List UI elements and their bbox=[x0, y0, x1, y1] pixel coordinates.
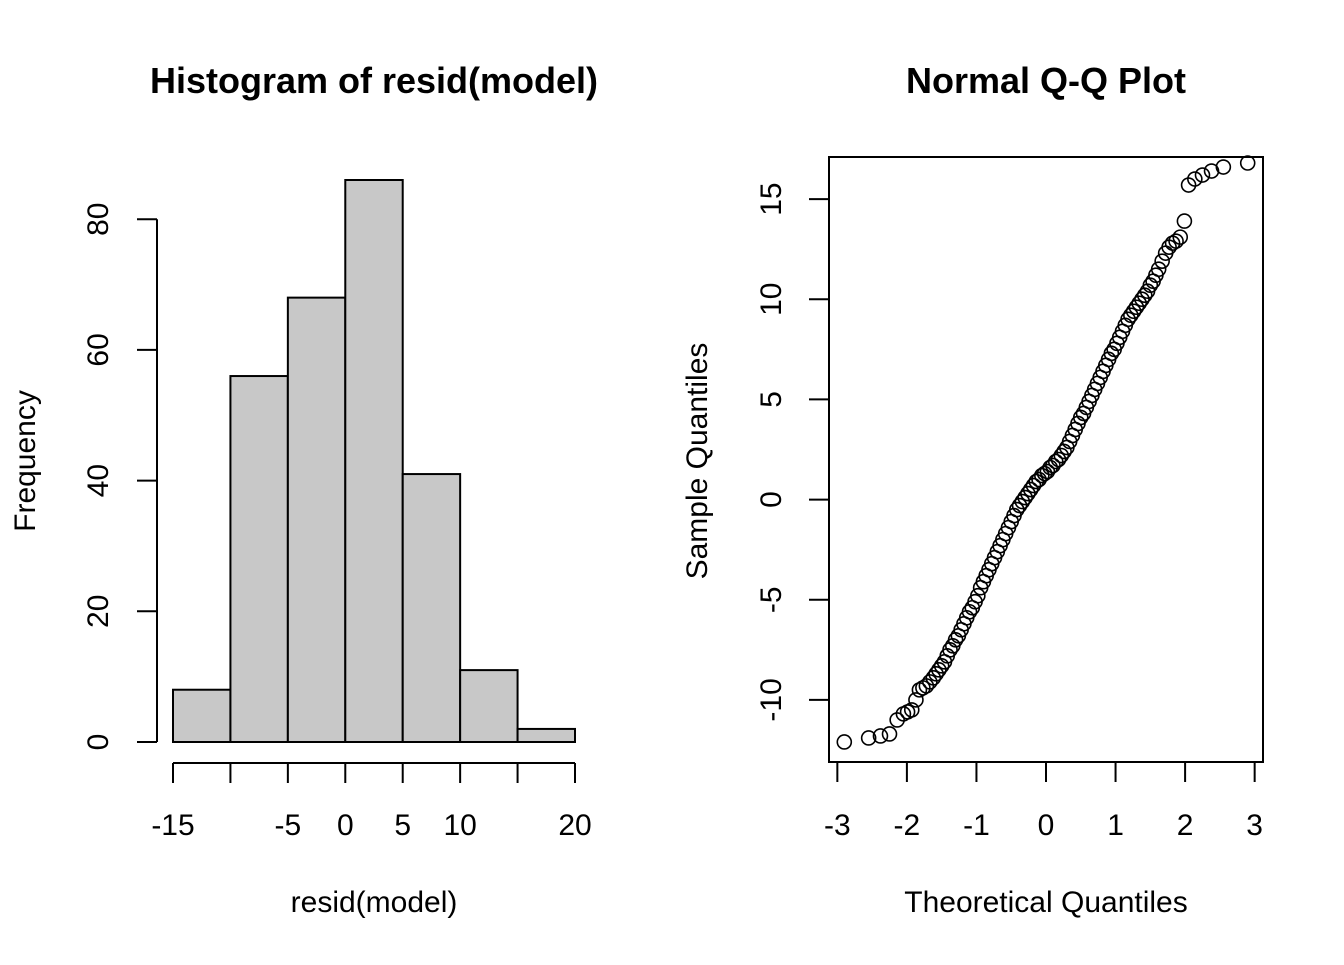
qq-point bbox=[1036, 465, 1053, 482]
qq-x-axis-label: Theoretical Quantiles bbox=[904, 886, 1187, 919]
histogram-bar-7 bbox=[516, 727, 576, 744]
qq-point bbox=[1020, 485, 1036, 502]
qq-point bbox=[903, 702, 920, 718]
histogram-x-axis-label: resid(model) bbox=[291, 886, 458, 919]
qq-point bbox=[1172, 229, 1189, 245]
qq-point bbox=[1168, 233, 1184, 249]
qq-point bbox=[1008, 501, 1025, 518]
qq-y-axis-label: Sample Quantiles bbox=[681, 343, 714, 580]
qq-point bbox=[1128, 299, 1145, 316]
qq-point bbox=[1050, 451, 1067, 468]
qq-x-tick-label: 3 bbox=[1246, 809, 1263, 842]
histogram-x-tick-label: -15 bbox=[151, 809, 194, 842]
qq-point bbox=[860, 730, 877, 746]
qq-point bbox=[1176, 213, 1193, 229]
qq-point bbox=[1039, 463, 1056, 480]
qq-point bbox=[1031, 471, 1047, 488]
qq-point bbox=[836, 734, 853, 750]
histogram-bars bbox=[172, 179, 576, 744]
qq-y-tick-label: 15 bbox=[755, 182, 788, 215]
histogram-bar-1 bbox=[172, 688, 232, 744]
qq-point bbox=[872, 728, 889, 744]
histogram-bar-3 bbox=[286, 296, 347, 743]
histogram-x-tick-label: 5 bbox=[394, 809, 411, 842]
qq-x-axis: -3 -2 -1 0 1 2 3 bbox=[824, 762, 1263, 842]
histogram-y-tick-label: 40 bbox=[82, 464, 115, 497]
qq-x-tick-label: 2 bbox=[1177, 809, 1194, 842]
qq-y-tick-label: -10 bbox=[755, 678, 788, 721]
histogram-x-axis: -15 -5 0 5 10 20 bbox=[151, 762, 592, 842]
qq-point bbox=[1131, 295, 1147, 312]
histogram-x-tick-label: -5 bbox=[275, 809, 302, 842]
qq-point bbox=[1047, 453, 1064, 470]
qq-x-tick-label: -1 bbox=[963, 809, 990, 842]
qq-y-tick-label: 10 bbox=[755, 283, 788, 316]
qq-point bbox=[970, 587, 986, 604]
histogram-y-tick-label: 0 bbox=[82, 734, 115, 751]
qq-point bbox=[1014, 493, 1031, 510]
qq-point bbox=[1150, 261, 1167, 277]
qq-y-tick-label: 0 bbox=[755, 491, 788, 508]
qq-point bbox=[1134, 291, 1150, 308]
qq-y-tick-label: -5 bbox=[755, 586, 788, 613]
qq-points bbox=[836, 155, 1256, 750]
histogram-x-tick-label: 20 bbox=[558, 809, 591, 842]
qq-point bbox=[1215, 159, 1232, 175]
qq-point bbox=[908, 692, 924, 708]
qq-point bbox=[1154, 253, 1170, 269]
qq-point bbox=[1194, 167, 1211, 183]
histogram-bar-2 bbox=[229, 375, 289, 743]
qq-point bbox=[928, 666, 944, 682]
histogram-y-tick-label: 60 bbox=[82, 333, 115, 366]
qq-point bbox=[1239, 155, 1256, 171]
qq-point bbox=[1017, 489, 1033, 506]
qq-point bbox=[1053, 447, 1070, 464]
histogram-y-tick-label: 20 bbox=[82, 595, 115, 628]
qq-point bbox=[1120, 311, 1136, 328]
histogram-bar-6 bbox=[459, 669, 519, 743]
histogram-panel: Histogram of resid(model) resid(model) F… bbox=[9, 60, 598, 919]
qq-point bbox=[931, 662, 947, 678]
qq-point bbox=[1123, 307, 1139, 324]
histogram-bar-4 bbox=[344, 179, 404, 743]
qq-point bbox=[1125, 303, 1142, 320]
qq-point bbox=[925, 670, 942, 686]
qq-point bbox=[1011, 497, 1028, 514]
histogram-y-axis: 0 20 40 60 80 bbox=[82, 203, 158, 751]
qq-x-tick-label: -2 bbox=[894, 809, 921, 842]
histogram-x-tick-label: 10 bbox=[443, 809, 476, 842]
histogram-x-tick-label: 0 bbox=[337, 809, 354, 842]
histogram-title: Histogram of resid(model) bbox=[150, 60, 598, 101]
qq-point bbox=[1028, 473, 1045, 490]
qq-point bbox=[1022, 481, 1039, 498]
qq-point bbox=[1025, 477, 1042, 494]
qq-plot-title: Normal Q-Q Plot bbox=[906, 60, 1186, 101]
qq-point bbox=[881, 726, 898, 742]
qq-x-tick-label: 0 bbox=[1038, 809, 1055, 842]
histogram-bar-5 bbox=[401, 473, 462, 743]
qq-plot-panel: Normal Q-Q Plot Theoretical Quantiles Sa… bbox=[681, 60, 1264, 919]
qq-y-tick-label: 5 bbox=[755, 391, 788, 408]
qq-plot-box bbox=[828, 156, 1264, 763]
qq-y-axis: -10 -5 0 5 10 15 bbox=[755, 182, 829, 722]
histogram-y-tick-label: 80 bbox=[82, 203, 115, 236]
qq-x-tick-label: -3 bbox=[824, 809, 851, 842]
qq-x-tick-label: 1 bbox=[1107, 809, 1124, 842]
histogram-y-axis-label: Frequency bbox=[9, 390, 42, 532]
qq-point bbox=[1045, 457, 1061, 474]
qq-point bbox=[1042, 459, 1058, 476]
qq-point bbox=[1187, 171, 1203, 187]
